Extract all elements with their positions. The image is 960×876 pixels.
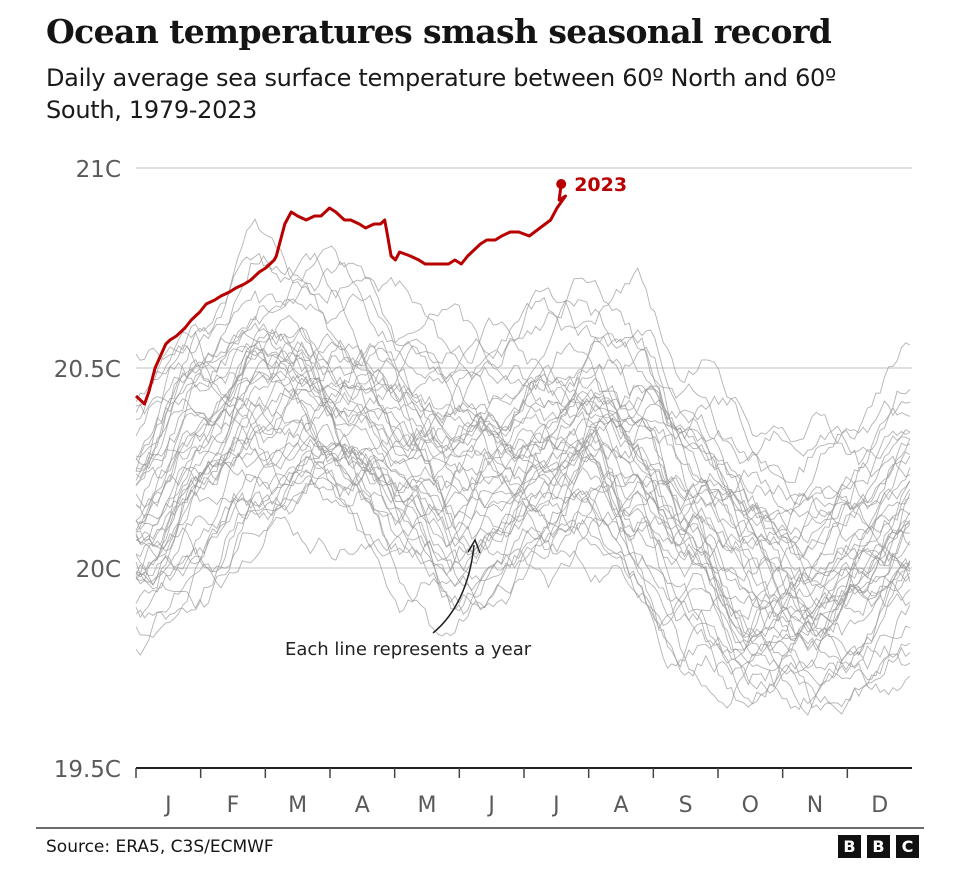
chart-title: Ocean temperatures smash seasonal record bbox=[46, 12, 832, 51]
highlight-2023: 2023 bbox=[134, 174, 627, 406]
x-tick-label: N bbox=[807, 793, 823, 818]
bbc-logo-letter: B bbox=[838, 835, 861, 858]
year-line bbox=[135, 323, 911, 546]
year-line bbox=[135, 326, 911, 558]
year-line bbox=[135, 322, 911, 573]
y-tick-label: 21C bbox=[76, 157, 121, 183]
year-line bbox=[135, 329, 911, 547]
year-line bbox=[135, 457, 911, 705]
chart-subtitle: Daily average sea surface temperature be… bbox=[46, 64, 837, 124]
year-line bbox=[135, 370, 910, 642]
bbc-logo-letter: B bbox=[867, 835, 890, 858]
year-line bbox=[135, 387, 911, 638]
year-line bbox=[135, 413, 911, 664]
x-tick-label: A bbox=[613, 793, 628, 818]
year-line bbox=[135, 392, 911, 620]
year-line bbox=[135, 371, 911, 582]
year-line bbox=[135, 438, 911, 667]
year-line bbox=[135, 245, 910, 462]
year-line bbox=[135, 408, 911, 644]
year-line bbox=[135, 285, 911, 589]
annotation-arrow bbox=[432, 544, 475, 634]
year-line bbox=[135, 252, 911, 521]
line-2023 bbox=[134, 183, 567, 406]
footer-divider bbox=[36, 827, 924, 829]
year-line bbox=[135, 516, 911, 711]
year-line bbox=[135, 377, 911, 636]
year-line bbox=[135, 417, 911, 657]
y-axis-labels: 21C 20.5C 20C 19.5C bbox=[54, 157, 121, 783]
series-label-2023: 2023 bbox=[574, 174, 627, 196]
x-tick-label: M bbox=[418, 793, 437, 818]
source-text: Source: ERA5, C3S/ECMWF bbox=[46, 837, 274, 857]
year-line bbox=[135, 397, 910, 638]
year-line bbox=[135, 475, 911, 716]
bbc-logo-letter: C bbox=[896, 835, 919, 858]
year-line bbox=[135, 341, 911, 583]
year-line bbox=[135, 380, 911, 621]
year-line bbox=[135, 439, 911, 651]
year-line bbox=[135, 468, 911, 708]
bbc-logo: B B C bbox=[838, 835, 919, 858]
year-line bbox=[135, 480, 911, 694]
year-line bbox=[135, 328, 911, 527]
x-tick-label: J bbox=[551, 793, 560, 818]
y-tick-label: 20.5C bbox=[54, 357, 121, 383]
year-line bbox=[135, 425, 911, 626]
endpoint-2023 bbox=[556, 179, 567, 189]
x-tick-label: M bbox=[288, 793, 307, 818]
x-tick-label: S bbox=[679, 793, 693, 818]
x-tick-label: O bbox=[742, 793, 759, 818]
year-line bbox=[135, 218, 911, 484]
year-line bbox=[135, 314, 911, 547]
x-tick-label: J bbox=[163, 793, 172, 818]
gridlines bbox=[136, 167, 912, 569]
year-line bbox=[135, 350, 911, 610]
arrowhead-icon bbox=[467, 538, 481, 554]
x-tick-label: D bbox=[871, 793, 888, 818]
annotation-text: Each line represents a year bbox=[285, 639, 532, 660]
year-line bbox=[135, 354, 911, 638]
year-lines bbox=[135, 218, 911, 716]
annotation: Each line represents a year bbox=[285, 538, 532, 660]
year-line bbox=[135, 255, 911, 466]
year-line bbox=[135, 341, 911, 544]
x-tick-label: A bbox=[355, 793, 370, 818]
y-tick-label: 20C bbox=[76, 557, 121, 583]
y-tick-label: 19.5C bbox=[54, 757, 121, 783]
x-tick-label: F bbox=[227, 793, 240, 818]
x-tick-label: J bbox=[486, 793, 495, 818]
year-line bbox=[135, 391, 911, 620]
year-line bbox=[135, 459, 911, 669]
year-line bbox=[135, 443, 911, 656]
year-line bbox=[135, 293, 911, 506]
